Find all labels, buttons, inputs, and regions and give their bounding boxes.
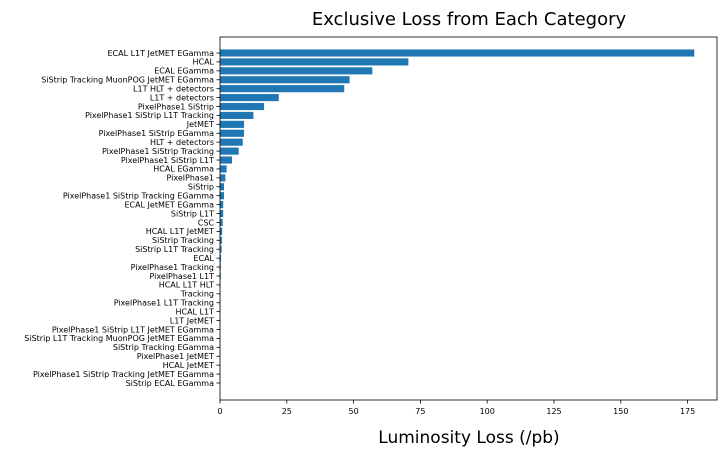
bar [220, 58, 409, 66]
x-axis-label: Luminosity Loss (/pb) [378, 428, 559, 448]
y-tick-label: PixelPhase1 SiStrip Tracking EGamma [63, 192, 214, 201]
y-tick-label: PixelPhase1 JetMET [137, 352, 214, 361]
bar [220, 49, 695, 57]
y-tick-label: HCAL JetMET [163, 361, 214, 370]
y-tick-label: L1T HLT + detectors [133, 84, 214, 93]
bar [220, 254, 222, 262]
y-tick-label: ECAL L1T JetMET EGamma [107, 49, 214, 58]
x-tick-label: 50 [349, 407, 359, 416]
bar [220, 209, 224, 218]
x-tick-label: 75 [415, 407, 425, 416]
y-tick-label: PixelPhase1 SiStrip Tracking JetMET EGam… [33, 370, 214, 379]
bar [220, 272, 221, 280]
y-tick-label: L1T + detectors [150, 93, 214, 102]
bar [220, 165, 227, 173]
y-tick-label: SiStrip L1T Tracking MuonPOG JetMET EGam… [24, 334, 214, 343]
y-tick-label: ECAL EGamma [154, 67, 214, 76]
y-tick-label: CSC [198, 218, 215, 227]
y-tick-label: PixelPhase1 L1T Tracking [114, 299, 214, 308]
chart-title: Exclusive Loss from Each Category [312, 9, 627, 30]
bar [220, 147, 239, 155]
bar [220, 120, 245, 128]
x-tick-label: 150 [613, 407, 628, 416]
y-tick-label: L1T JetMET [170, 316, 214, 325]
y-tick-label: SiStrip L1T [171, 209, 214, 218]
y-tick-label: HCAL EGamma [153, 165, 214, 174]
plot-frame [219, 36, 718, 401]
y-tick-label: PixelPhase1 [167, 174, 214, 183]
bars-group [220, 49, 695, 387]
y-tick-label: PixelPhase1 SiStrip EGamma [99, 129, 214, 138]
bar [220, 183, 225, 191]
bar [220, 245, 222, 253]
bar [220, 192, 225, 200]
y-tick-label: HCAL L1T HLT [159, 281, 214, 290]
y-tick-label: PixelPhase1 SiStrip Tracking [102, 147, 214, 156]
y-tick-label: PixelPhase1 SiStrip L1T [121, 156, 214, 165]
x-axis-ticks: 0 25 50 75 100 125 150 175 [217, 400, 695, 416]
bar [220, 201, 224, 209]
bar [220, 76, 350, 84]
y-tick-label: SiStrip L1T Tracking [135, 245, 214, 254]
bar [220, 156, 233, 164]
y-tick-label: HLT + detectors [150, 138, 214, 147]
bar [220, 102, 265, 111]
y-tick-label: SiStrip Tracking [152, 236, 214, 245]
x-tick-label: 0 [217, 407, 222, 416]
x-tick-label: 175 [680, 407, 695, 416]
y-tick-label: PixelPhase1 SiStrip L1T Tracking [85, 111, 214, 120]
y-tick-label: PixelPhase1 SiStrip [138, 102, 214, 111]
bar [220, 138, 243, 146]
y-tick-label: SiStrip ECAL EGamma [126, 379, 215, 388]
y-tick-label: SiStrip Tracking MuonPOG JetMET EGamma [41, 76, 214, 85]
y-tick-label: PixelPhase1 Tracking [131, 263, 214, 272]
x-tick-label: 100 [480, 407, 495, 416]
y-tick-label: Tracking [180, 290, 214, 299]
y-tick-label: ECAL [193, 254, 214, 263]
bar [220, 218, 223, 227]
y-tick-label: SiStrip Tracking EGamma [113, 343, 214, 352]
x-tick-label: 125 [546, 407, 561, 416]
y-tick-label: HCAL L1T JetMET [146, 227, 214, 236]
bar [220, 67, 373, 75]
bar [220, 129, 245, 137]
y-tick-label: JetMET [186, 120, 214, 129]
y-tick-label: SiStrip [188, 183, 214, 192]
bar [220, 85, 345, 93]
y-tick-label: PixelPhase1 L1T [150, 272, 215, 281]
y-tick-label: HCAL [192, 58, 214, 67]
y-tick-label: ECAL JetMET EGamma [124, 200, 214, 209]
bar [220, 174, 226, 182]
bar [220, 263, 221, 271]
x-tick-label: 25 [282, 407, 292, 416]
bar [220, 227, 223, 235]
y-tick-label: HCAL L1T [175, 307, 214, 316]
bar [220, 111, 254, 119]
bar [220, 236, 222, 244]
bar [220, 94, 279, 102]
y-tick-label: PixelPhase1 SiStrip L1T JetMET EGamma [52, 325, 214, 334]
